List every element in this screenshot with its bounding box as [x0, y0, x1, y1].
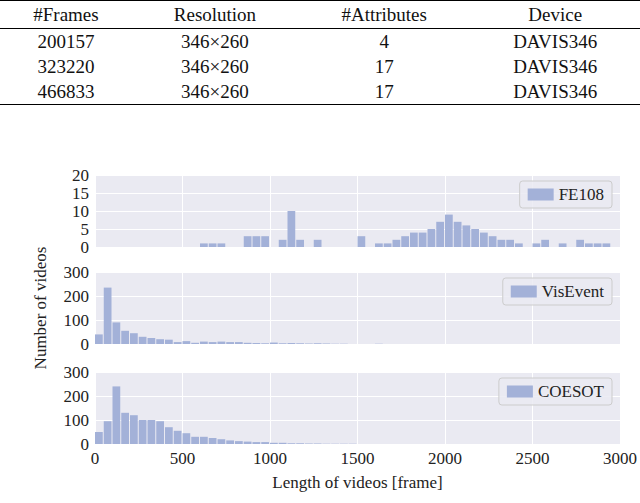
- svg-text:300: 300: [64, 263, 90, 282]
- svg-text:500: 500: [170, 449, 196, 468]
- html-text:346×260: 346×260: [181, 55, 249, 77]
- html-text:DAVIS346: DAVIS346: [513, 55, 598, 77]
- html-text:346×260: 346×260: [181, 30, 249, 52]
- html-text:Device: Device: [528, 3, 583, 25]
- svg-text:100: 100: [64, 311, 90, 330]
- svg-text:2500: 2500: [516, 449, 550, 468]
- svg-text:5: 5: [81, 220, 90, 239]
- html-text:DAVIS346: DAVIS346: [513, 30, 598, 52]
- svg-text:Number of videos: Number of videos: [31, 247, 50, 370]
- svg-text:2000: 2000: [428, 449, 462, 468]
- html-text:4: 4: [379, 30, 389, 52]
- svg-text:200: 200: [64, 387, 90, 406]
- svg-text:0: 0: [81, 435, 90, 454]
- svg-text:15: 15: [72, 184, 89, 203]
- html-text:#Attributes: #Attributes: [341, 3, 427, 25]
- html-text:Resolution: Resolution: [173, 3, 257, 25]
- html-text:466833: 466833: [37, 80, 95, 102]
- svg-text:200: 200: [64, 287, 90, 306]
- svg-text:100: 100: [64, 411, 90, 430]
- html-text:17: 17: [374, 55, 394, 77]
- html-text:323220: 323220: [37, 55, 95, 77]
- svg-text:0: 0: [81, 238, 90, 257]
- svg-text:FE108: FE108: [559, 185, 604, 204]
- html-text:17: 17: [374, 80, 394, 102]
- svg-text:20: 20: [72, 166, 89, 185]
- svg-text:300: 300: [64, 363, 90, 382]
- svg-text:0: 0: [81, 335, 90, 354]
- svg-text:VisEvent: VisEvent: [542, 282, 605, 301]
- svg-text:1500: 1500: [341, 449, 375, 468]
- html-text:DAVIS346: DAVIS346: [513, 80, 598, 102]
- html-text:200157: 200157: [37, 30, 95, 52]
- svg-text:COESOT: COESOT: [538, 382, 605, 401]
- html-text:#Frames: #Frames: [33, 3, 99, 25]
- svg-text:Length of videos [frame]: Length of videos [frame]: [272, 473, 442, 492]
- svg-text:1000: 1000: [253, 449, 287, 468]
- html-text:346×260: 346×260: [181, 80, 249, 102]
- svg-text:10: 10: [72, 202, 89, 221]
- svg-text:0: 0: [91, 449, 100, 468]
- svg-text:3000: 3000: [603, 449, 637, 468]
